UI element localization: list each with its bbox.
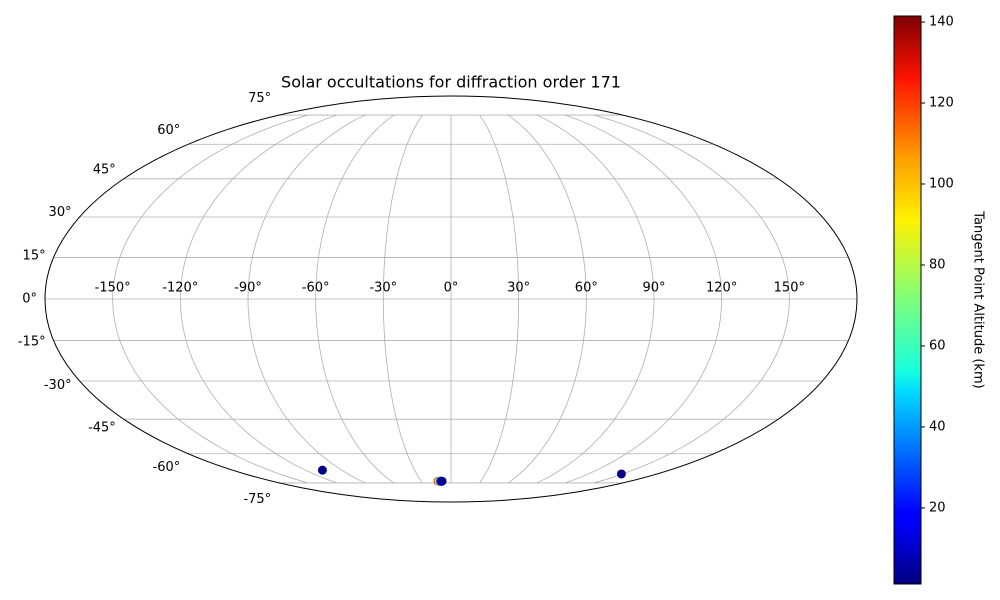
x-tick-label: 30° xyxy=(507,281,530,296)
map-outline xyxy=(44,95,858,503)
y-tick-label: 45° xyxy=(93,162,116,177)
colorbar-label: Tangent Point Altitude (km) xyxy=(971,210,986,388)
x-tick-label: -30° xyxy=(369,281,397,296)
colorbar-tick-label: 80 xyxy=(929,257,946,272)
y-tick-label: 60° xyxy=(157,123,180,138)
y-tick-label: 15° xyxy=(23,249,46,264)
grid-line xyxy=(382,114,423,484)
y-tick-label: -45° xyxy=(88,421,116,436)
y-tick-label: 0° xyxy=(22,292,37,307)
x-tick-label: -150° xyxy=(95,281,131,296)
x-tick-label: 60° xyxy=(575,281,598,296)
x-tick-label: 0° xyxy=(444,281,459,296)
x-tick-label: 120° xyxy=(706,281,737,296)
grid-line xyxy=(508,114,587,484)
colorbar xyxy=(893,15,922,585)
colorbar-tick-label: 40 xyxy=(929,419,946,434)
y-tick-label: -15° xyxy=(18,334,46,349)
chart-title: Solar occultations for diffraction order… xyxy=(281,73,621,92)
y-tick-label: -75° xyxy=(243,492,271,507)
colorbar-tick-label: 140 xyxy=(929,15,954,30)
grid-line xyxy=(112,114,308,484)
y-tick-label: 75° xyxy=(248,91,271,106)
colorbar-tick-label: 120 xyxy=(929,96,954,111)
colorbar-tick-label: 60 xyxy=(929,338,946,353)
y-tick-label: 30° xyxy=(49,205,72,220)
grid-line xyxy=(536,114,655,484)
grid-line xyxy=(565,114,723,484)
y-tick-label: -60° xyxy=(153,460,181,475)
data-point xyxy=(437,476,447,486)
y-tick-label: -30° xyxy=(44,378,72,393)
grid-line xyxy=(594,114,790,484)
x-tick-label: -90° xyxy=(234,281,262,296)
data-point xyxy=(317,465,327,475)
data-point xyxy=(616,469,626,479)
x-tick-label: -60° xyxy=(302,281,330,296)
grid-line xyxy=(247,114,366,484)
x-tick-label: 90° xyxy=(642,281,665,296)
x-tick-label: -120° xyxy=(162,281,198,296)
grid-line xyxy=(315,114,394,484)
colorbar-tick-label: 100 xyxy=(929,177,954,192)
x-tick-label: 150° xyxy=(774,281,805,296)
colorbar-tick-label: 20 xyxy=(929,500,946,515)
grid-line xyxy=(479,114,520,484)
grid-line xyxy=(179,114,337,484)
